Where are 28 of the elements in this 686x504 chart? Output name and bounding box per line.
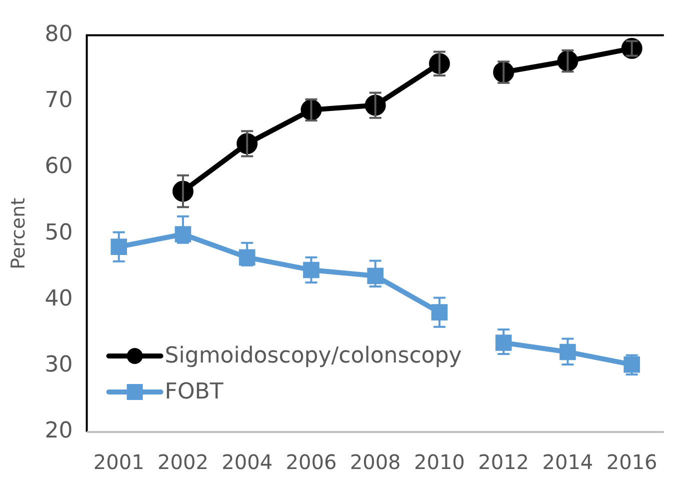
x-tick-label: 2001 <box>93 450 144 474</box>
y-tick-label: 20 <box>44 418 73 444</box>
y-tick-label: 70 <box>44 88 73 114</box>
x-tick-label: 2016 <box>606 450 658 474</box>
point <box>495 334 512 351</box>
point <box>560 344 576 360</box>
y-axis-title: Percent <box>7 198 30 270</box>
legend-label: FOBT <box>164 380 224 405</box>
point <box>174 226 192 242</box>
x-tick-label: 2012 <box>478 450 530 474</box>
point <box>621 38 642 59</box>
y-tick-label: 30 <box>44 352 73 378</box>
y-tick-label: 80 <box>44 22 73 47</box>
y-tick-label: 40 <box>44 286 73 312</box>
x-tick-label: 2006 <box>286 450 337 474</box>
point <box>110 238 128 255</box>
y-tick-label: 60 <box>44 154 73 180</box>
y-tick-label: 50 <box>44 220 73 246</box>
point <box>431 304 448 320</box>
point <box>367 268 384 284</box>
point <box>303 262 320 278</box>
x-tick-label: 2004 <box>222 450 273 474</box>
x-tick-label: 2010 <box>414 450 465 474</box>
x-tick-label: 2008 <box>350 450 401 474</box>
x-tick-label: 2002 <box>158 450 208 474</box>
x-tick-label: 2014 <box>542 450 594 474</box>
legend-label: Sigmoidoscopy/colonscopy <box>164 344 462 369</box>
point <box>238 249 256 266</box>
